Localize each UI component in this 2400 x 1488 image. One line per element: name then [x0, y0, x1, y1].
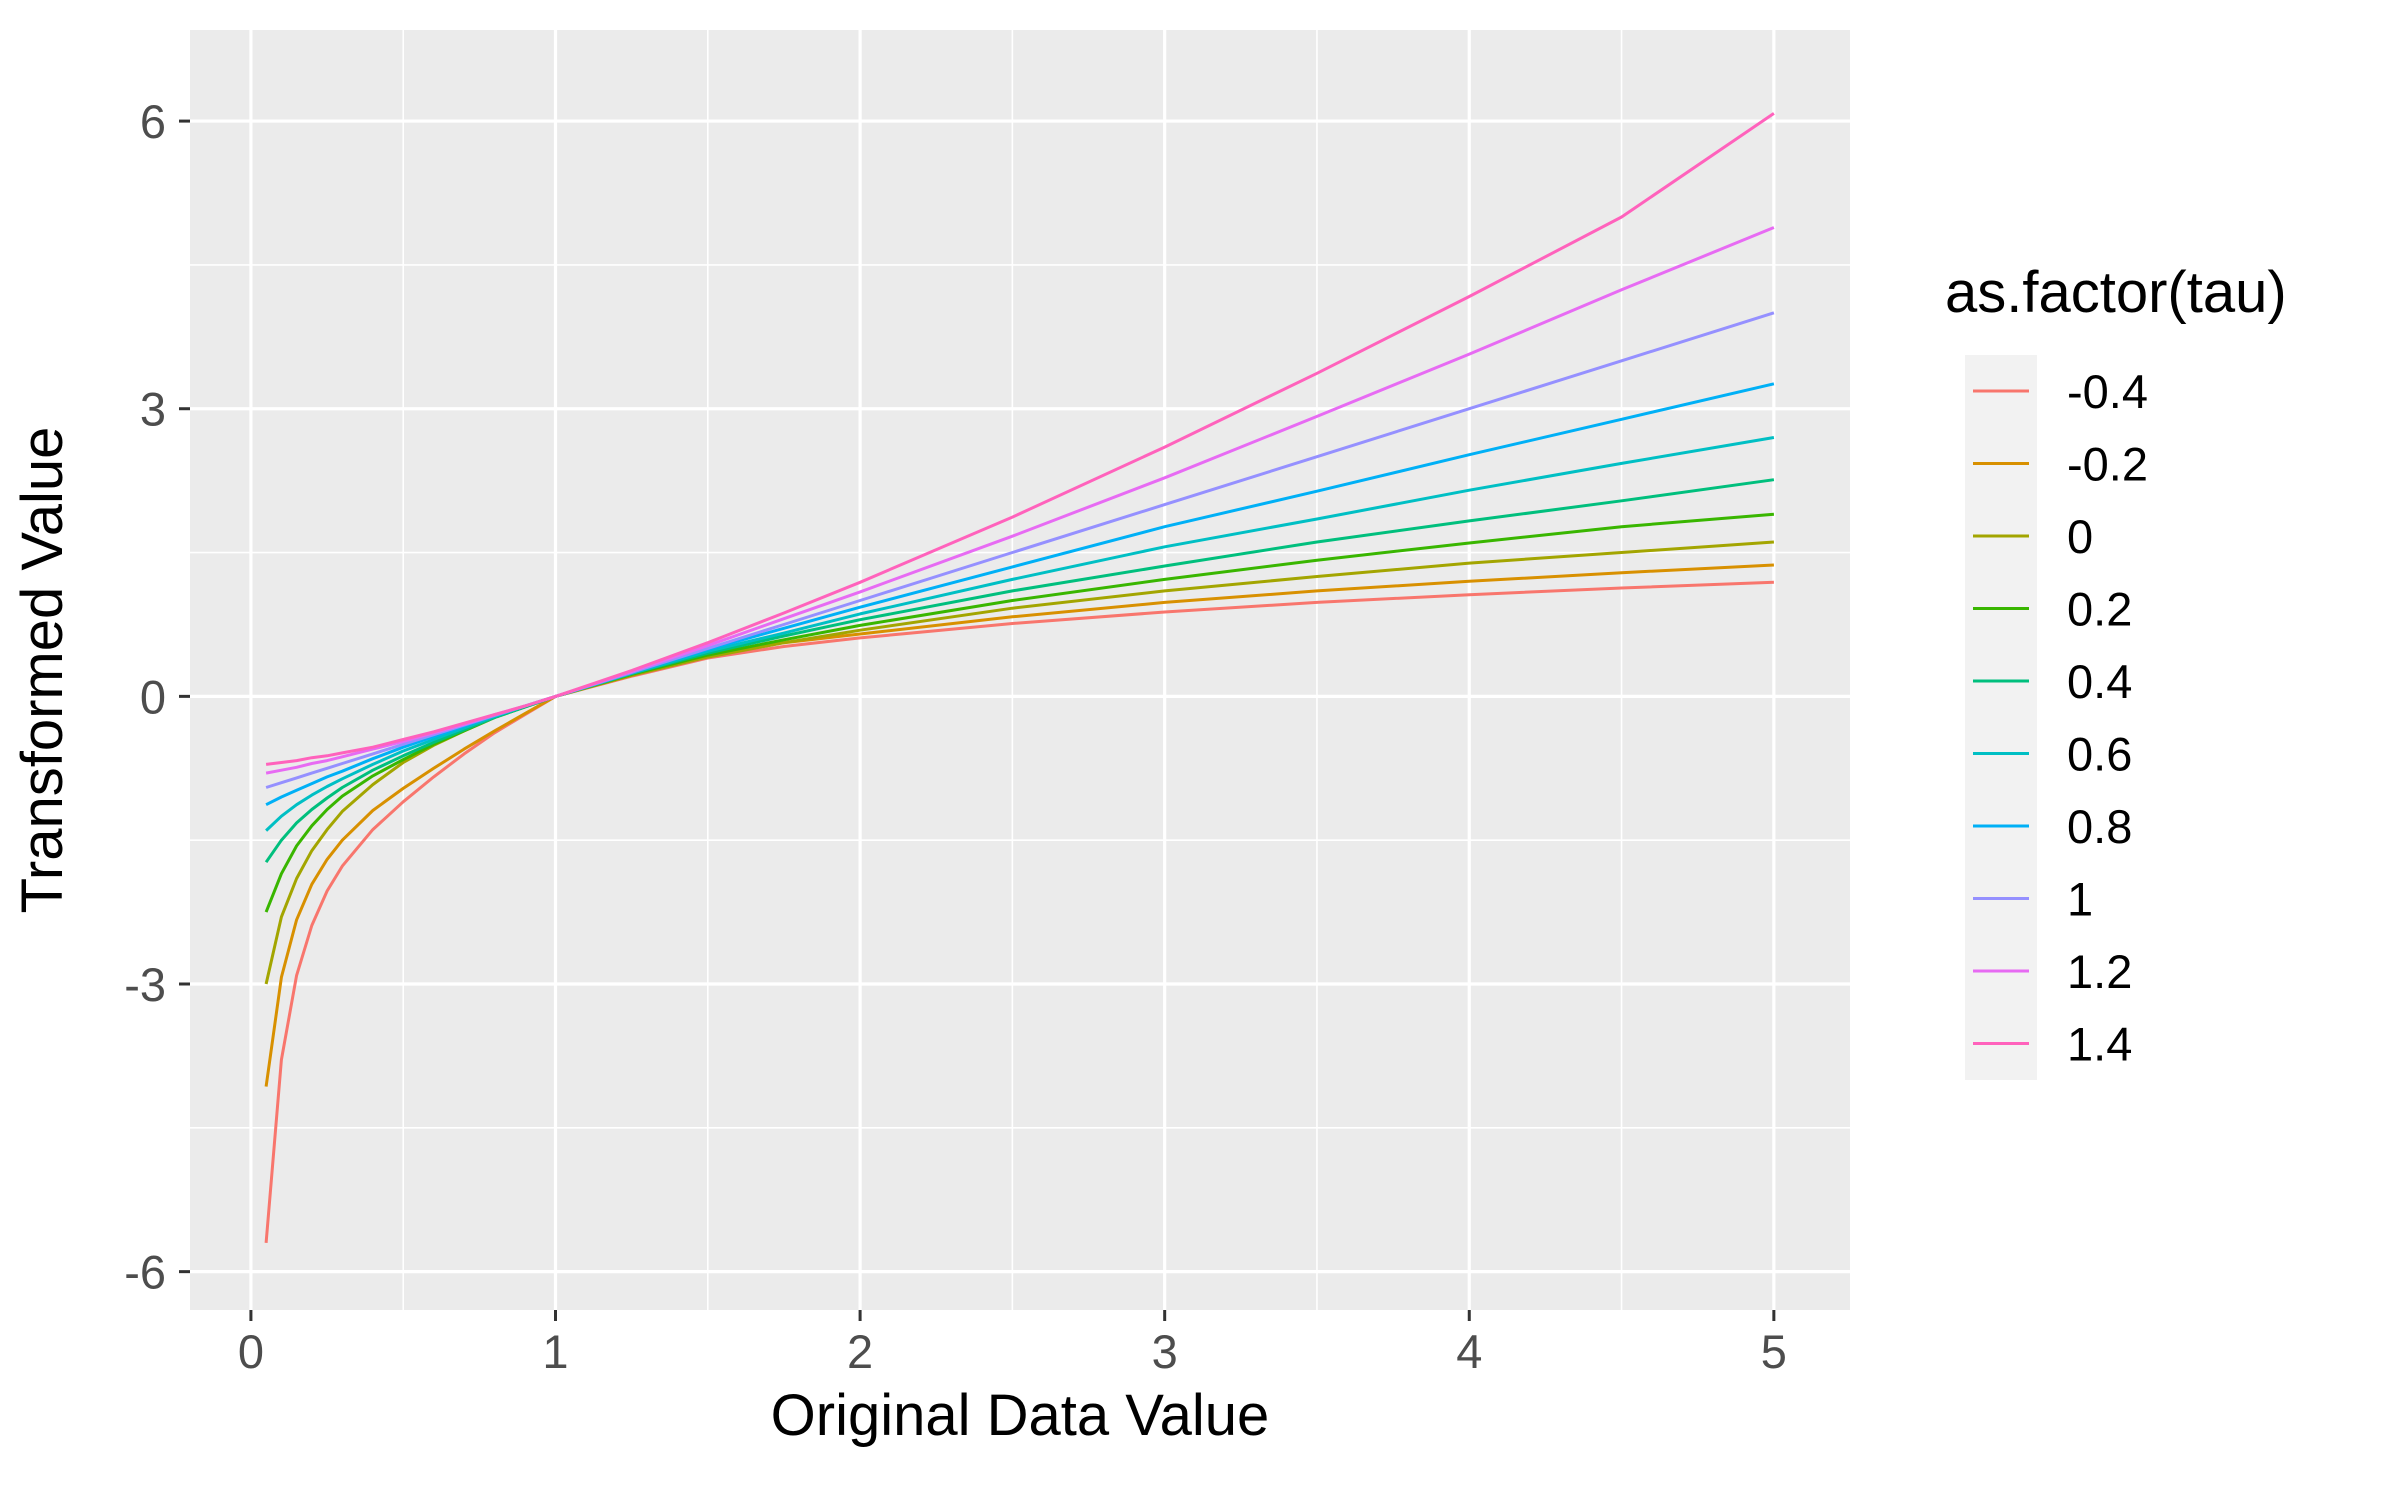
legend-label: 0 — [2067, 510, 2093, 563]
series-line — [264, 563, 1774, 1087]
x-axis-label: Original Data Value — [771, 1383, 1270, 1448]
x-tick-label: 5 — [1761, 1325, 1787, 1378]
legend-label: 1 — [2067, 873, 2093, 926]
legend-label: 0.2 — [2067, 583, 2132, 636]
series-lines — [264, 112, 1775, 1244]
y-tick-label: 6 — [140, 95, 166, 148]
legend-label: 1.4 — [2067, 1018, 2132, 1071]
x-tick-label: 3 — [1152, 1325, 1178, 1378]
legend-label: -0.2 — [2067, 438, 2148, 491]
legend: as.factor(tau) -0.4 -0.2 0 0.2 0.4 0.6 0.8 1 1.2… — [1945, 260, 2287, 1080]
legend-key-background — [1965, 355, 2037, 1080]
minor-gridlines — [190, 30, 1850, 1310]
y-axis: -6 -3 0 3 6 — [124, 95, 190, 1299]
legend-label: 0.8 — [2067, 800, 2132, 853]
x-tick-label: 2 — [847, 1325, 873, 1378]
legend-label: 0.6 — [2067, 728, 2132, 781]
x-axis: 0 1 2 3 4 5 — [238, 1310, 1787, 1378]
major-gridlines — [190, 30, 1850, 1310]
legend-title: as.factor(tau) — [1945, 260, 2287, 325]
y-tick-label: 3 — [140, 383, 166, 436]
series-line — [265, 112, 1775, 766]
x-tick-label: 1 — [542, 1325, 568, 1378]
y-tick-label: -6 — [124, 1246, 166, 1299]
x-tick-label: 4 — [1456, 1325, 1482, 1378]
x-tick-label: 0 — [238, 1325, 264, 1378]
legend-items: -0.4 -0.2 0 0.2 0.4 0.6 0.8 1 1.2 1.4 — [1973, 365, 2148, 1071]
y-tick-label: -3 — [124, 958, 166, 1011]
y-axis-label: Transformed Value — [10, 427, 75, 914]
legend-label: 1.2 — [2067, 945, 2132, 998]
legend-label: -0.4 — [2067, 365, 2148, 418]
plot-panel — [190, 30, 1850, 1310]
y-tick-label: 0 — [140, 670, 166, 723]
legend-label: 0.4 — [2067, 655, 2132, 708]
